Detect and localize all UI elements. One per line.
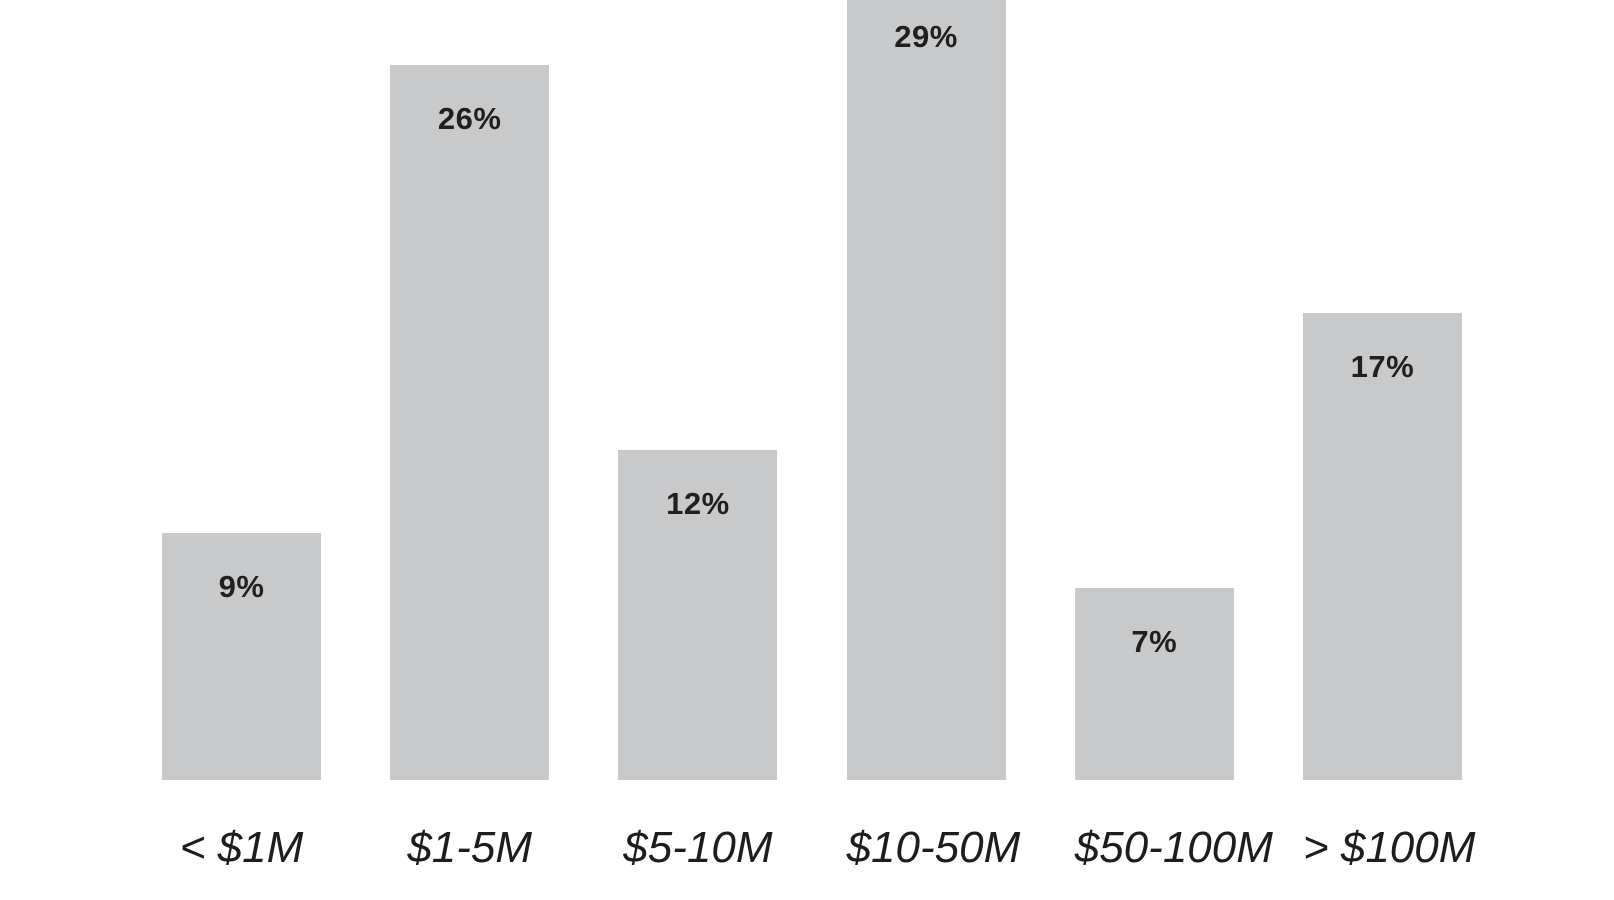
bar-50-100m: 7% (1074, 587, 1234, 780)
bar-value-label-1-5m: 26% (437, 101, 502, 136)
bar-lt-1m: 9% (162, 532, 321, 780)
x-axis-label-10-50m: $10-50M (846, 823, 1021, 872)
bar-5-10m: 12% (618, 450, 778, 780)
x-axis-label-gt-100m: > $100M (1302, 823, 1476, 872)
plot-area: 9% 26% 12% 29% 7% 17% (162, 0, 1462, 780)
x-axis-label-1-5m: $1-5M (407, 823, 533, 872)
bar-1-5m: 26% (390, 65, 550, 780)
bar-gt-100m: 17% (1302, 312, 1462, 780)
x-axis: < $1M $1-5M $5-10M $10-50M $50-100M > $1… (162, 823, 1476, 872)
bar-value-label-10-50m: 29% (894, 18, 958, 54)
bar-10-50m: 29% (846, 0, 1006, 780)
bar-value-label-gt-100m: 17% (1350, 348, 1415, 384)
bar-value-label-5-10m: 12% (666, 486, 730, 521)
bar-value-label-lt-1m: 9% (218, 568, 265, 604)
x-axis-label-50-100m: $50-100M (1074, 823, 1273, 872)
x-axis-label-lt-1m: < $1M (179, 823, 304, 872)
bar-value-label-50-100m: 7% (1131, 623, 1178, 659)
x-axis-label-5-10m: $5-10M (623, 823, 773, 872)
